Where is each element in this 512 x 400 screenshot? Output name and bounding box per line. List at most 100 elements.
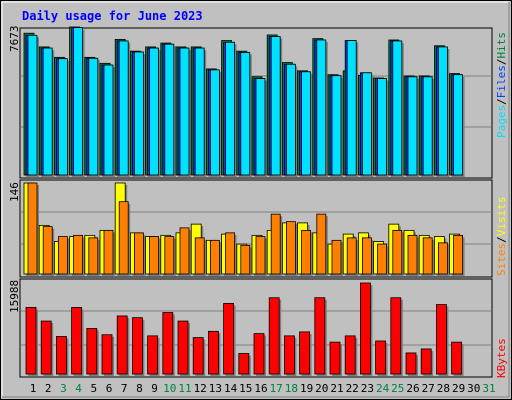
- day-label: 5: [90, 382, 97, 395]
- day-label: 21: [330, 382, 343, 395]
- kbytes-bar: [375, 340, 388, 376]
- pages-bar: [73, 27, 85, 177]
- day-label: 20: [315, 382, 328, 395]
- kbytes-bar: [238, 353, 251, 376]
- kbytes-bar: [253, 333, 266, 376]
- pages-bar: [392, 40, 404, 177]
- kbytes-bars: [25, 282, 464, 376]
- pages-bar: [58, 58, 70, 177]
- sites-bar: [194, 237, 207, 276]
- sites-bar: [255, 236, 267, 276]
- hits-files-pages-bars: [23, 26, 465, 178]
- day-label: 7: [121, 382, 128, 395]
- kbytes-bar: [390, 297, 403, 376]
- sites-bar: [316, 213, 328, 276]
- pages-bar: [285, 63, 298, 177]
- pages-bar: [27, 34, 39, 177]
- pages-bar: [361, 72, 374, 177]
- kbytes-bar: [192, 337, 206, 376]
- kbytes-bar: [207, 330, 221, 376]
- sites-bar: [392, 229, 404, 276]
- sites-bar: [179, 227, 191, 276]
- kbytes-bar: [147, 335, 160, 376]
- pages-bar: [164, 43, 176, 178]
- pages-bar: [346, 40, 359, 177]
- pages-bar: [194, 47, 207, 177]
- day-label: 9: [151, 382, 158, 395]
- kbytes-bar: [162, 312, 175, 376]
- day-label: 25: [391, 382, 404, 395]
- kbytes-bar: [101, 334, 114, 376]
- day-label: 27: [422, 382, 435, 395]
- top-ymax-label: 7673: [8, 26, 21, 53]
- pages-bar: [179, 47, 191, 177]
- kbytes-bar: [40, 320, 54, 376]
- kbytes-bar: [131, 317, 145, 376]
- day-label: 17: [270, 382, 283, 395]
- kbytes-bar: [177, 320, 190, 376]
- pages-bar: [118, 40, 131, 177]
- panel-visits-sites: [19, 179, 493, 278]
- panel-kbytes: [19, 278, 493, 378]
- sites-bar: [88, 237, 100, 276]
- kbytes-bar: [299, 331, 312, 376]
- sites-bar: [58, 236, 70, 276]
- sites-bar: [301, 229, 313, 276]
- kbytes-bar: [435, 304, 449, 376]
- day-label: 16: [254, 382, 267, 395]
- pages-bar: [149, 47, 161, 177]
- sites-bar: [240, 244, 252, 276]
- pages-bar: [437, 46, 450, 178]
- day-label: 30: [467, 382, 480, 395]
- day-label: 18: [285, 382, 298, 395]
- kbytes-bar: [405, 352, 418, 376]
- legend-kbytes: KBytes: [495, 338, 508, 378]
- legend-files: Files: [495, 65, 508, 98]
- middle-ymax-label: 146: [8, 182, 21, 202]
- sites-bar: [133, 232, 146, 276]
- day-label: 22: [346, 382, 359, 395]
- day-label: 1: [30, 382, 37, 395]
- kbytes-bar: [283, 335, 297, 376]
- day-label: 15: [239, 382, 252, 395]
- visits-sites-bars: [23, 182, 465, 276]
- pages-bar: [103, 64, 115, 177]
- pages-bar: [301, 71, 313, 177]
- bottom-legend: KBytes: [495, 338, 508, 378]
- kbytes-bar: [71, 307, 84, 376]
- sites-bar: [164, 236, 176, 276]
- legend-separator: /: [495, 98, 508, 105]
- kbytes-bar: [329, 341, 342, 376]
- pages-bar: [453, 74, 465, 177]
- day-label: 8: [136, 382, 143, 395]
- legend-separator: /: [495, 59, 508, 66]
- day-label: 28: [437, 382, 450, 395]
- sites-bar: [453, 234, 465, 276]
- sites-bar: [285, 221, 298, 276]
- chart-title: Daily usage for June 2023: [22, 9, 203, 23]
- pages-bar: [407, 76, 419, 177]
- sites-bar: [118, 201, 131, 276]
- day-label: 26: [406, 382, 419, 395]
- legend-pages: Pages: [495, 105, 508, 138]
- kbytes-bar: [86, 328, 99, 376]
- legend-visits: Visits: [495, 197, 508, 237]
- kbytes-bar: [56, 336, 69, 376]
- pages-bar: [133, 51, 146, 177]
- kbytes-bar: [116, 315, 130, 376]
- pages-bar: [316, 39, 328, 177]
- sites-bar: [377, 243, 389, 276]
- pages-bar: [240, 52, 252, 177]
- pages-bar: [377, 78, 389, 177]
- bottom-ymax-label: 15988: [8, 280, 21, 313]
- pages-bar: [270, 36, 283, 178]
- sites-bar: [209, 239, 222, 276]
- sites-bar: [270, 213, 283, 276]
- pages-bar: [209, 69, 222, 177]
- pages-bar: [255, 78, 267, 177]
- sites-bar: [437, 242, 450, 276]
- legend-hits: Hits: [495, 32, 508, 59]
- sites-bar: [27, 182, 39, 276]
- day-label: 3: [60, 382, 67, 395]
